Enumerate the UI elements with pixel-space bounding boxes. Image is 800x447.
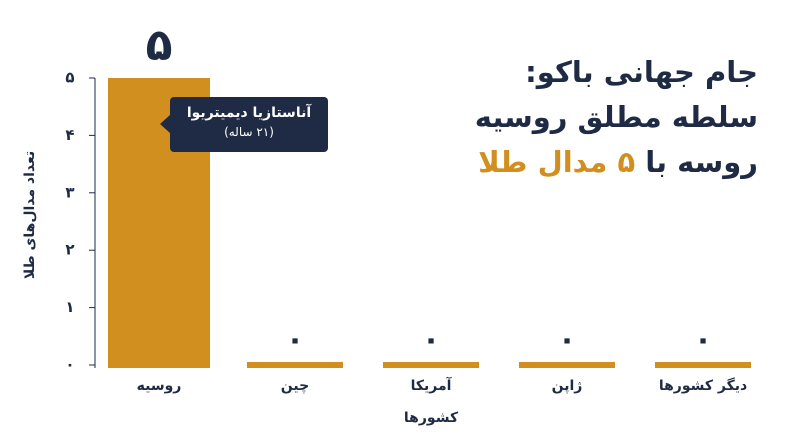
annotation: آناستازیا دیمیتریوا (۲۱ ساله) bbox=[160, 97, 328, 152]
title-highlight: ۵ مدال طلا bbox=[478, 145, 636, 179]
title-line: روسه با ۵ مدال طلا bbox=[475, 140, 758, 185]
x-tick-label: ژاپن bbox=[552, 378, 583, 394]
y-tick-label: ۲ bbox=[65, 241, 74, 259]
title-line: جام جهانی باکو: bbox=[525, 55, 758, 89]
y-tick-label: ۵ bbox=[65, 69, 74, 87]
y-axis-label: تعداد مدال‌های طلا bbox=[22, 151, 38, 279]
x-tick-label: آمریکا bbox=[411, 376, 453, 394]
y-tick-label: ۱ bbox=[65, 298, 74, 316]
x-tick-label: چین bbox=[281, 378, 309, 394]
annotation-detail: (۲۱ ساله) bbox=[224, 125, 274, 139]
y-tick-label: ۴ bbox=[65, 126, 74, 144]
chart-title: جام جهانی باکو: سلطه مطلق روسیه روسه با … bbox=[475, 50, 758, 185]
value-label: ۰ bbox=[694, 323, 712, 358]
value-label: ۰ bbox=[422, 323, 440, 358]
x-axis-label: کشورها bbox=[404, 410, 459, 426]
x-tick-label: روسیه bbox=[137, 378, 182, 394]
value-label: ۵ bbox=[146, 20, 173, 71]
title-line: سلطه مطلق روسیه bbox=[474, 100, 758, 134]
y-tick-label: ۰ bbox=[65, 356, 74, 374]
annotation-name: آناستازیا دیمیتریوا bbox=[186, 105, 312, 121]
x-tick-label: دیگر کشورها bbox=[659, 377, 747, 394]
title-text: روسه با bbox=[645, 145, 758, 179]
y-tick-label: ۳ bbox=[65, 183, 74, 201]
value-label: ۰ bbox=[286, 323, 304, 358]
bar bbox=[108, 78, 210, 368]
value-label: ۰ bbox=[558, 323, 576, 358]
